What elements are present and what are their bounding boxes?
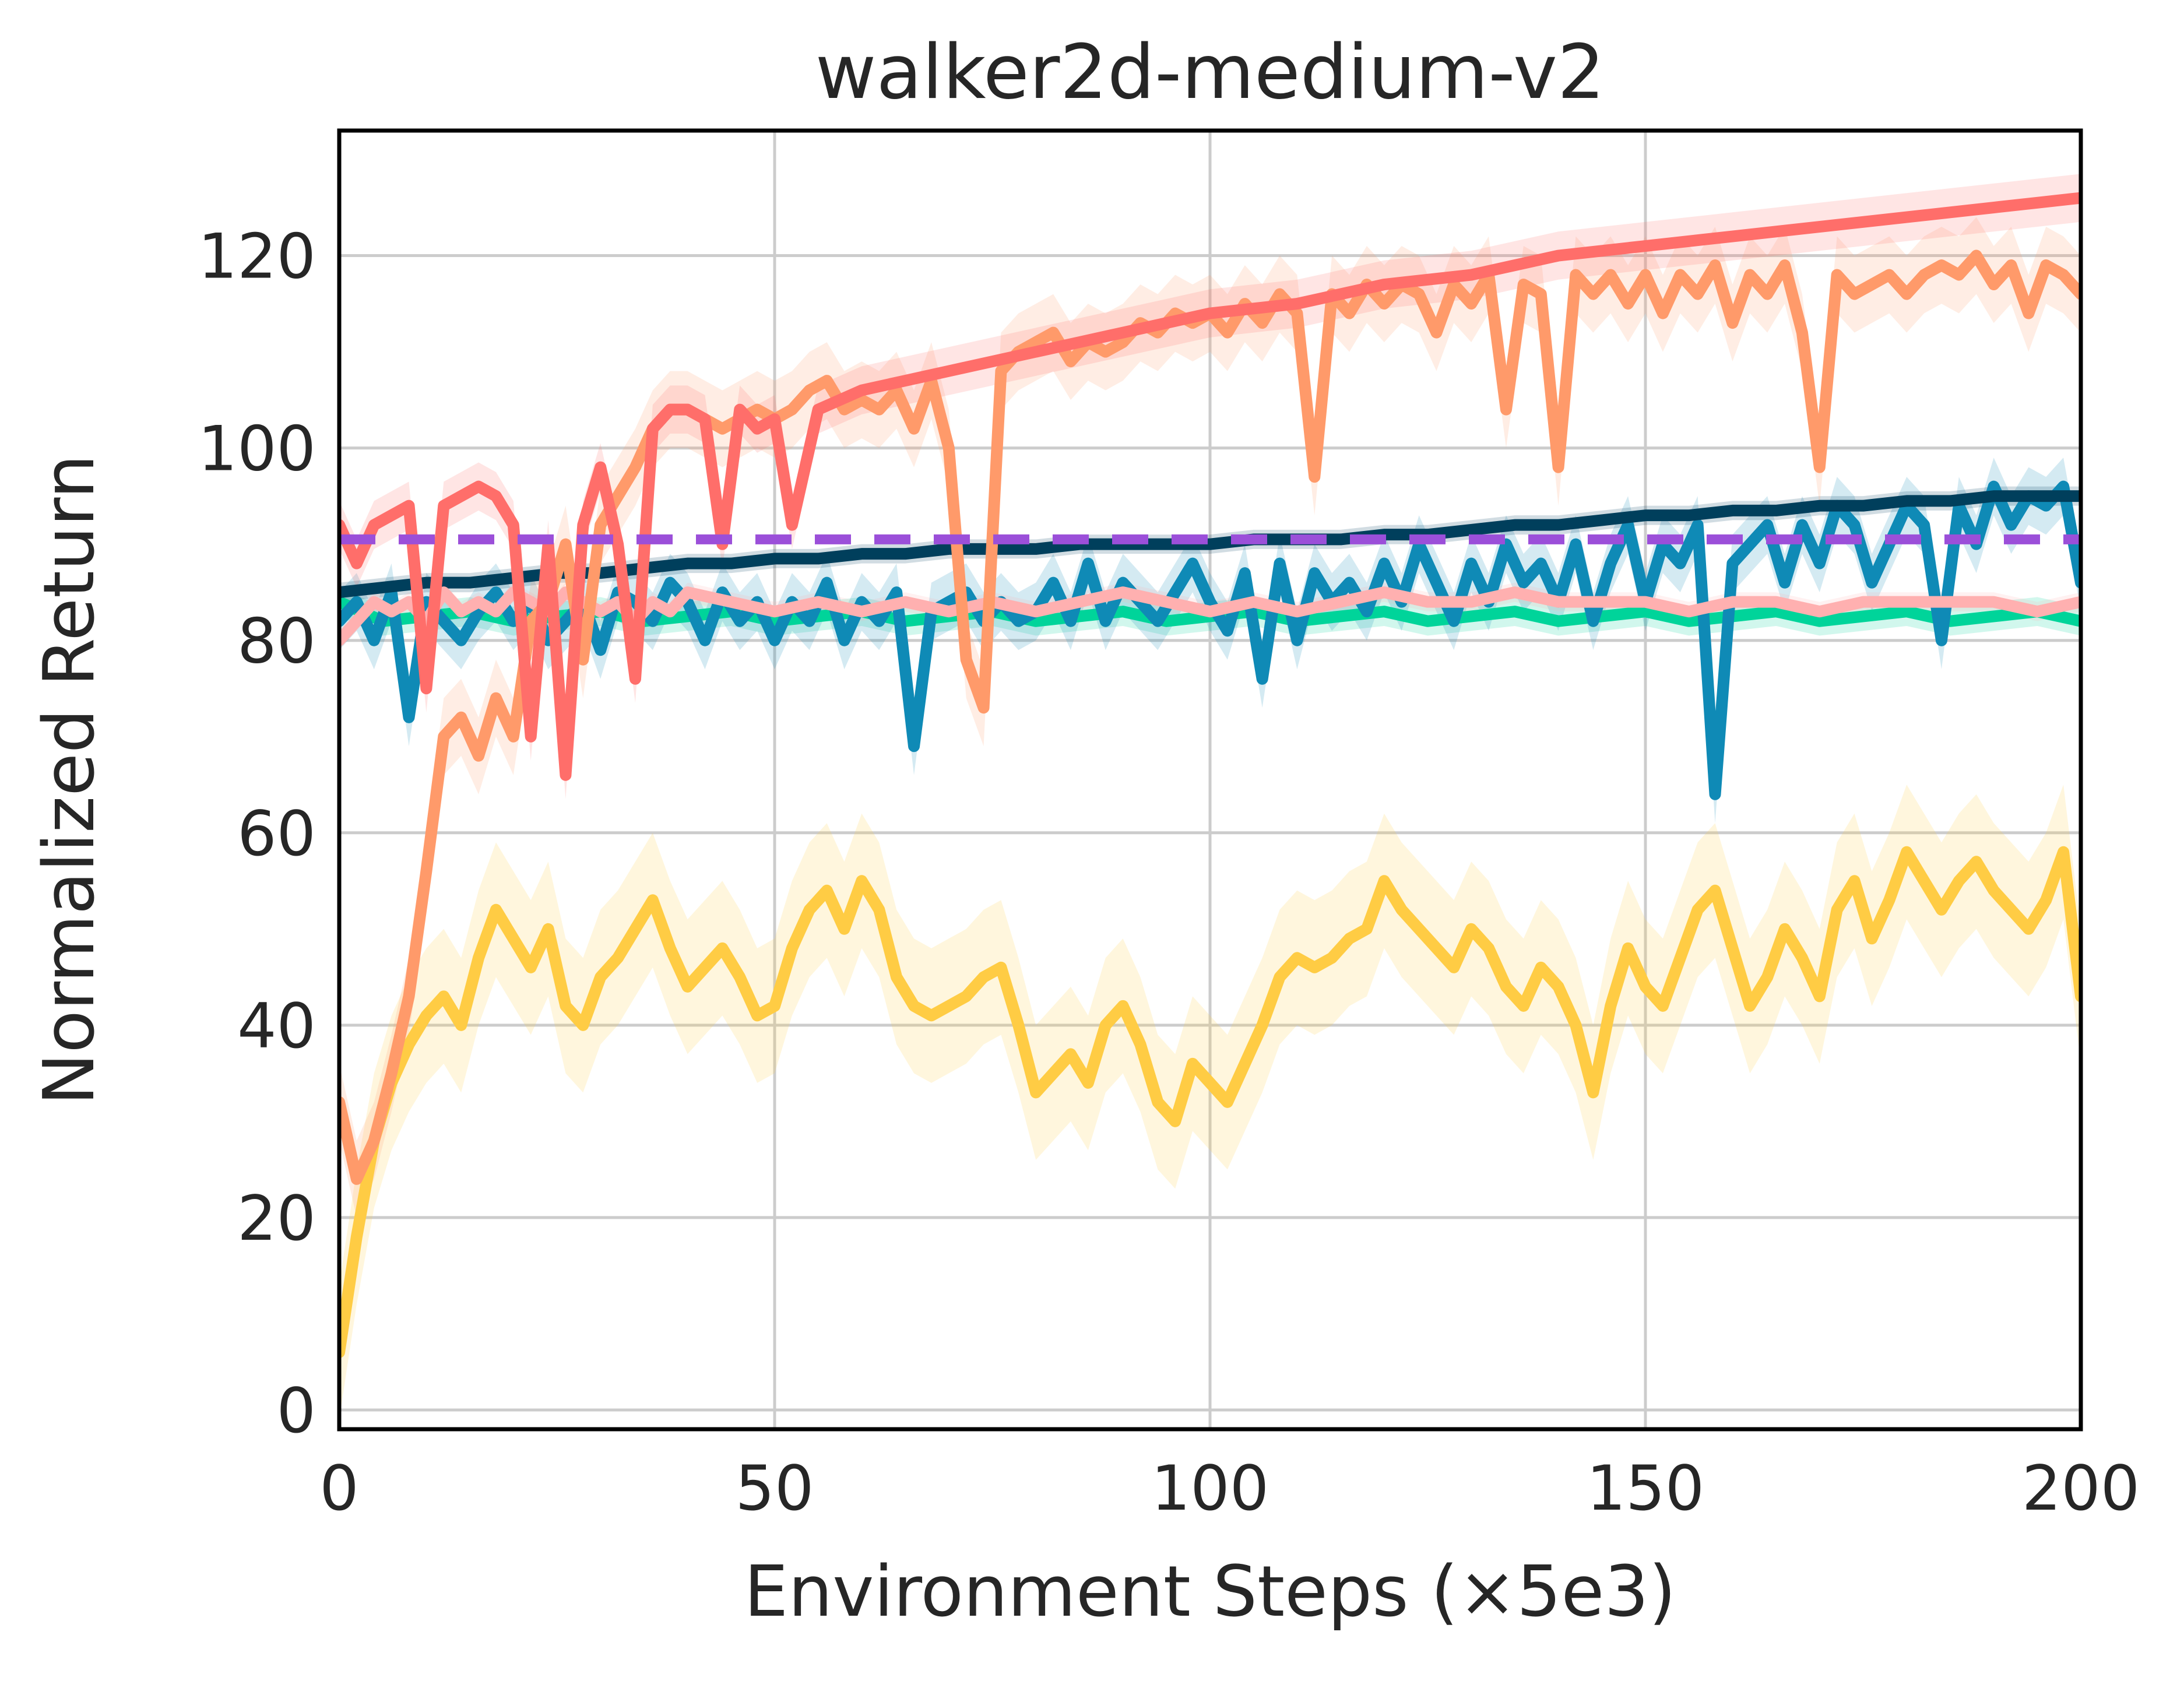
x-axis-label: Environment Steps (×5e3) — [744, 1552, 1676, 1633]
y-tick-labels: 0 20 40 60 80 100 120 — [198, 221, 316, 1447]
series-band-0 — [339, 785, 2081, 1420]
series-band-5 — [339, 217, 2081, 1218]
x-tick-label-0: 0 — [319, 1453, 358, 1524]
series-line-0 — [339, 846, 2081, 1358]
series-line-4 — [339, 586, 2081, 646]
series-band-6 — [339, 174, 2081, 800]
series-line-3 — [339, 490, 2081, 599]
series-line-6 — [339, 192, 2081, 781]
y-tick-label-3: 60 — [237, 798, 316, 870]
chart-title: walker2d-medium-v2 — [815, 29, 1605, 116]
y-tick-label-6: 120 — [198, 221, 316, 293]
x-tick-label-4: 200 — [2022, 1453, 2140, 1524]
x-tick-label-1: 50 — [736, 1453, 814, 1524]
x-tick-labels: 0 50 100 150 200 — [319, 1453, 2140, 1524]
y-axis-label: Normalized Return — [29, 455, 110, 1106]
y-tick-label-4: 80 — [237, 606, 316, 677]
plot-frame — [337, 128, 2083, 1432]
y-tick-label-1: 20 — [237, 1183, 316, 1254]
y-tick-label-0: 0 — [277, 1375, 316, 1447]
series-band-2 — [339, 458, 2081, 824]
series-lines — [339, 192, 2081, 1358]
y-tick-label-5: 100 — [198, 413, 316, 485]
grid-lines — [337, 131, 2083, 1429]
x-tick-label-2: 100 — [1151, 1453, 1269, 1524]
x-tick-label-3: 150 — [1587, 1453, 1704, 1524]
y-tick-label-2: 40 — [237, 990, 316, 1062]
